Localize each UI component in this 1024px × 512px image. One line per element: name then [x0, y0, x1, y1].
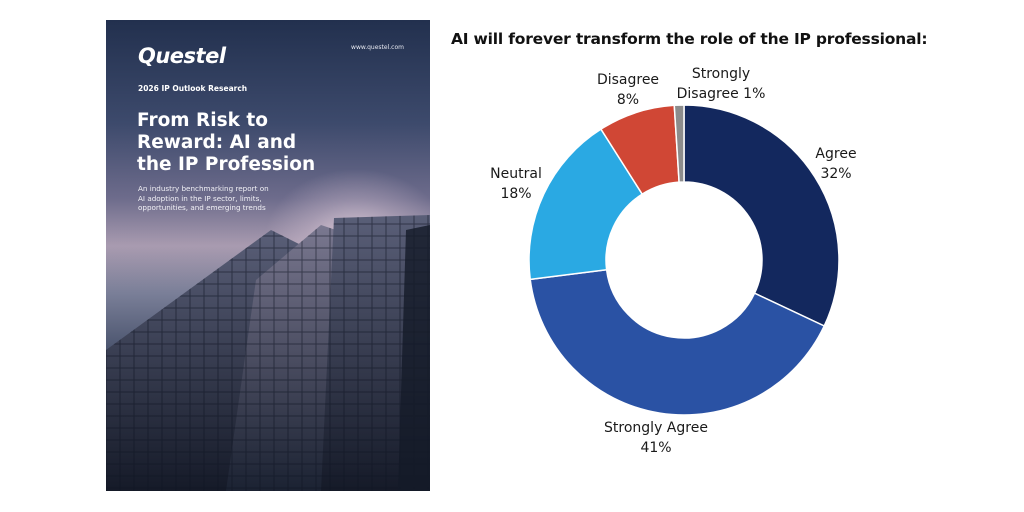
report-title-line: Reward: AI and: [137, 132, 297, 153]
report-title-line: From Risk to: [137, 110, 268, 131]
data-label-line: Strongly Agree: [604, 420, 708, 436]
report-series-label: 2026 IP Outlook Research: [138, 84, 248, 93]
donut-slice-strongly-agree: [529, 268, 826, 416]
questel-logo: Questel: [138, 44, 226, 68]
chart-title: AI will forever transform the role of th…: [451, 30, 928, 48]
report-title-line: the IP Profession: [137, 154, 316, 175]
data-label-strongly-agree: Strongly Agree 41%: [604, 420, 708, 456]
report-subtitle-line: AI adoption in the IP sector, limits,: [138, 193, 262, 203]
report-subtitle: An industry benchmarking report on AI ad…: [138, 184, 328, 213]
data-label-line: Neutral: [490, 166, 542, 182]
donut-slice-strongly-disagree: [673, 104, 685, 183]
donut-slice-neutral: [528, 128, 644, 281]
report-cover: Questel www.questel.com 2026 IP Outlook …: [106, 20, 430, 491]
data-label-line: 8%: [617, 92, 639, 108]
website-url: www.questel.com: [351, 44, 404, 51]
data-label-line: 41%: [640, 440, 671, 456]
data-label-line: Disagree: [597, 72, 659, 88]
report-subtitle-line: An industry benchmarking report on: [138, 184, 269, 193]
data-label-line: 18%: [500, 186, 531, 202]
data-label-disagree: Disagree 8%: [597, 72, 659, 108]
data-label-strongly-disagree: Strongly Disagree 1%: [677, 66, 766, 102]
data-label-neutral: Neutral 18%: [490, 166, 542, 202]
data-label-line: 32%: [820, 166, 851, 182]
donut-chart: Agree 32% Strongly Agree 41% Neutral 18% Disag…: [490, 66, 856, 456]
data-label-agree: Agree 32%: [815, 146, 856, 182]
donut-slice-agree: [683, 104, 840, 327]
data-label-line: Strongly: [692, 66, 750, 82]
data-label-line: Disagree 1%: [677, 86, 766, 102]
report-subtitle-line: opportunities, and emerging trends: [138, 203, 266, 212]
cover-building-image: [106, 215, 430, 491]
report-title: From Risk to Reward: AI and the IP Profe…: [137, 110, 427, 176]
data-label-line: Agree: [815, 146, 856, 162]
